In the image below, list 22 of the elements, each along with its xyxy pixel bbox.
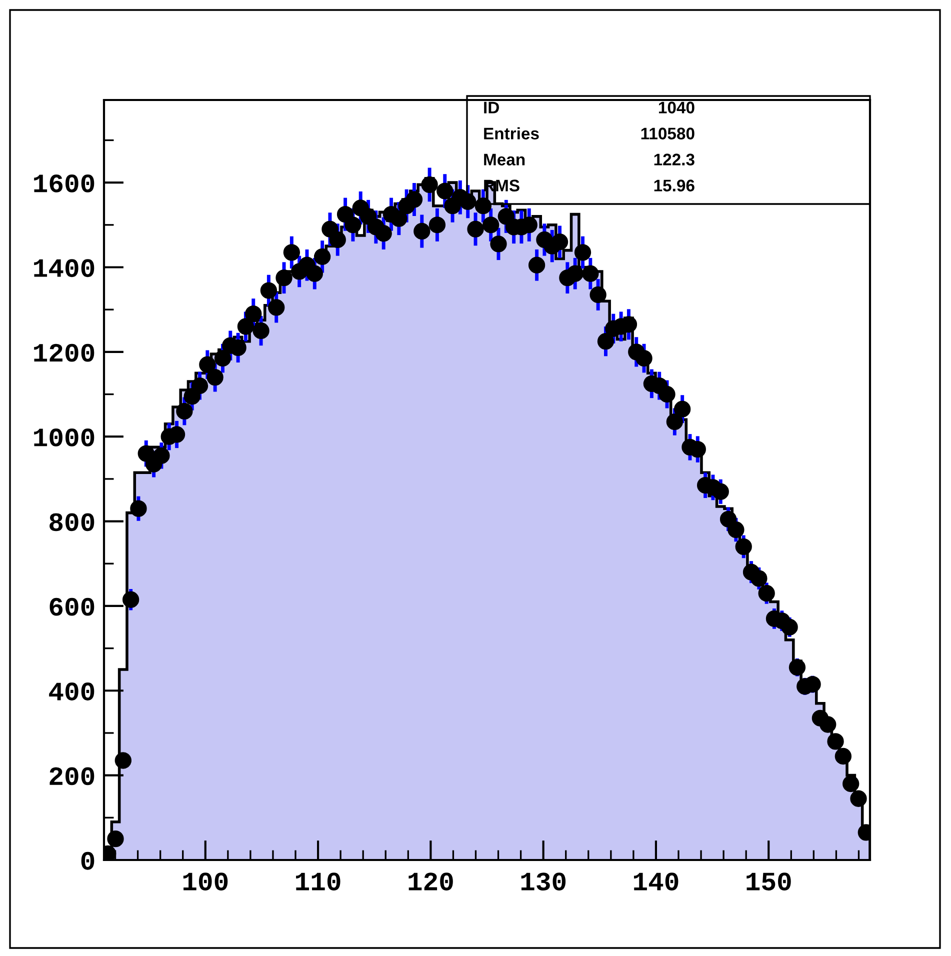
annotation: Entries (484, 127, 539, 140)
x-tick-label: 110 (296, 872, 340, 890)
y-tick-label: 800 (50, 513, 94, 532)
x-tick-label: 150 (746, 872, 791, 890)
y-tick-label: 0 (81, 852, 94, 870)
annotation: 110580 (641, 128, 694, 140)
y-tick-label: 1400 (34, 259, 94, 278)
annotation: 1040 (658, 102, 694, 114)
y-tick-label: 400 (49, 682, 94, 700)
x-tick-label: 100 (183, 872, 228, 890)
annotation: ID (484, 102, 499, 114)
x-tick-label: 120 (408, 872, 453, 890)
x-tick-label: 130 (521, 872, 566, 891)
y-tick-label: 600 (50, 598, 94, 616)
annotation: 15.96 (654, 180, 694, 192)
y-tick-label: 1600 (34, 174, 94, 192)
y-tick-label: 200 (50, 767, 94, 786)
y-tick-label: 1000 (34, 428, 94, 446)
annotation: 122.3 (654, 154, 694, 166)
x-tick-label: 140 (634, 872, 678, 890)
y-tick-label: 1200 (34, 344, 94, 362)
annotation: Mean (484, 154, 525, 166)
